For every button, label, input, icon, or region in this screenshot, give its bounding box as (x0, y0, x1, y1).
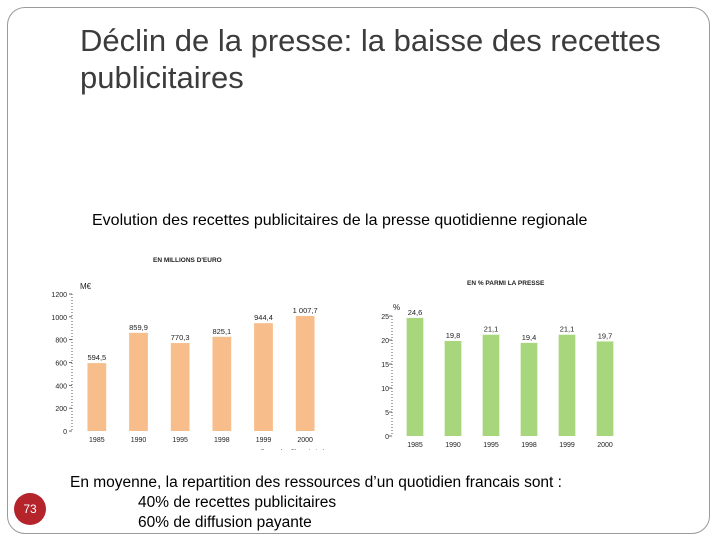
chart-title: EN % PARMI LA PRESSE (467, 280, 545, 287)
data-label: 21,1 (560, 325, 575, 334)
y-tick-label: 1200 (51, 292, 67, 299)
chart-title: EN MILLIONS D'EURO (153, 257, 222, 264)
y-tick-label: 25 (381, 314, 389, 321)
data-label: 859,9 (129, 323, 148, 332)
y-tick-label: 400 (55, 383, 67, 390)
data-label: 1 007,7 (293, 306, 318, 315)
slide-frame (7, 7, 710, 534)
y-tick-label: 600 (55, 361, 67, 368)
bar-chart-percent-presse: EN % PARMI LA PRESSE% 0 5 10 15 20 25 24,6 1985 1… (381, 280, 614, 449)
body-intro: En moyenne, la repartition des ressource… (70, 474, 562, 491)
bar (87, 363, 107, 431)
data-label: 19,7 (598, 331, 613, 340)
y-tick-label: 200 (55, 406, 67, 413)
y-tick-label: 0 (63, 429, 67, 436)
x-tick-label: 2000 (597, 442, 613, 449)
bar (444, 340, 462, 436)
x-tick-label: 2000 (297, 437, 313, 444)
chart-source: Source : Irep (% constantes) (261, 449, 325, 450)
bar (558, 334, 576, 436)
y-tick-label: 800 (55, 338, 67, 345)
page-number-badge: 73 (14, 493, 46, 525)
bar (212, 336, 232, 431)
bar (295, 315, 315, 431)
body-item-advertising: 40% de recettes publicitaires (138, 494, 337, 511)
x-tick-label: 1999 (256, 437, 272, 444)
bar (596, 341, 614, 436)
y-tick-label: 15 (381, 362, 389, 369)
data-label: 944,4 (254, 313, 273, 322)
y-tick-label: 1000 (51, 315, 67, 322)
bar (482, 334, 500, 436)
y-tick-label: 20 (381, 338, 389, 345)
x-tick-label: 1985 (89, 437, 105, 444)
x-tick-label: 1995 (172, 437, 188, 444)
x-tick-label: 1995 (483, 442, 499, 449)
y-axis-label: M€ (80, 282, 92, 291)
y-tick-label: 0 (385, 434, 389, 441)
bar-chart-millions-euro: EN MILLIONS D'EURO M€ 0 200 400 600 800 1000 120… (51, 257, 325, 450)
slide-title: Déclin de la presse: la baisse des recet… (80, 23, 661, 95)
x-tick-label: 1990 (445, 442, 461, 449)
data-label: 24,6 (408, 308, 423, 317)
bar (406, 317, 424, 436)
x-tick-label: 1998 (521, 442, 537, 449)
data-label: 19,4 (522, 333, 537, 342)
bar (170, 343, 190, 431)
data-label: 770,3 (171, 333, 190, 342)
body-text: En moyenne, la repartition des ressource… (70, 473, 562, 533)
chart-caption: Evolution des recettes publicitaires de … (92, 212, 588, 229)
bar (129, 332, 148, 431)
y-tick-label: 5 (385, 410, 389, 417)
x-tick-label: 1998 (214, 437, 230, 444)
data-label: 594,5 (87, 353, 106, 362)
bar (520, 342, 538, 436)
bar (254, 323, 273, 431)
y-axis-label: % (393, 303, 400, 312)
data-label: 21,1 (484, 325, 499, 334)
data-label: 825,1 (212, 327, 231, 336)
x-tick-label: 1985 (407, 442, 423, 449)
y-tick-label: 10 (381, 386, 389, 393)
x-tick-label: 1999 (559, 442, 575, 449)
x-tick-label: 1990 (131, 437, 147, 444)
body-item-circulation: 60% de diffusion payante (138, 514, 312, 531)
data-label: 19,8 (446, 331, 461, 340)
